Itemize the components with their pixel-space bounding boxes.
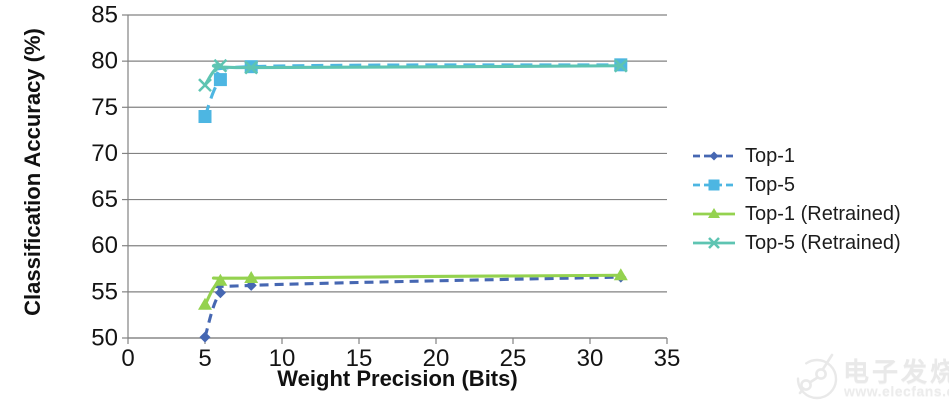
square-marker bbox=[213, 73, 227, 87]
triangle-marker bbox=[198, 297, 212, 310]
x-tick-label: 25 bbox=[500, 345, 527, 372]
diamond-marker bbox=[214, 287, 226, 299]
x-tick-label: 30 bbox=[577, 345, 604, 372]
legend-label: Top-1 bbox=[745, 144, 796, 167]
legend-item-top-1-retrained: Top-1 (Retrained) bbox=[692, 202, 901, 225]
x-axis-title: Weight Precision (Bits) bbox=[277, 366, 518, 391]
y-tick-label: 55 bbox=[91, 278, 118, 305]
legend-label: Top-5 (Retrained) bbox=[745, 231, 901, 254]
x-tick-label: 15 bbox=[346, 345, 373, 372]
series-top-1-retrained bbox=[198, 268, 628, 310]
series-line bbox=[203, 63, 621, 87]
y-axis-title: Classification Accuracy (%) bbox=[20, 28, 45, 316]
diamond-marker bbox=[709, 151, 719, 161]
x-marker bbox=[213, 58, 228, 73]
y-tick-label: 75 bbox=[91, 94, 118, 121]
x-tick-label: 20 bbox=[423, 345, 450, 372]
square-marker bbox=[708, 179, 720, 191]
square-marker bbox=[198, 110, 212, 124]
x-tick-label: 35 bbox=[654, 345, 681, 372]
x-tick-label: 5 bbox=[198, 345, 211, 372]
series-top-5-retrained bbox=[198, 58, 628, 93]
legend-item-top-1: Top-1 bbox=[692, 144, 901, 167]
x-marker bbox=[244, 60, 259, 75]
legend-label: Top-1 (Retrained) bbox=[745, 202, 901, 225]
x-marker bbox=[198, 78, 212, 93]
y-tick-label: 60 bbox=[91, 232, 118, 259]
legend-diamond-swatch bbox=[693, 151, 735, 161]
x-tick-label: 0 bbox=[121, 345, 134, 372]
series-line bbox=[203, 63, 621, 118]
legend-square-swatch bbox=[693, 179, 735, 191]
legend-item-top-5-retrained: Top-5 (Retrained) bbox=[692, 231, 901, 254]
y-tick-label: 80 bbox=[91, 48, 118, 75]
series-top-1 bbox=[199, 271, 627, 343]
y-tick-label: 85 bbox=[91, 2, 118, 29]
legend-label: Top-5 bbox=[745, 173, 796, 196]
x-marker bbox=[708, 237, 720, 249]
triangle-marker bbox=[244, 271, 259, 284]
series-line bbox=[203, 275, 621, 338]
series-line bbox=[203, 273, 621, 306]
x-tick-label: 10 bbox=[269, 345, 296, 372]
y-tick-label: 70 bbox=[91, 140, 118, 167]
y-tick-label: 65 bbox=[91, 186, 118, 213]
legend-triangle-swatch bbox=[693, 208, 735, 218]
triangle-marker bbox=[708, 208, 720, 218]
legend-x-swatch bbox=[693, 237, 735, 249]
y-tick-label: 50 bbox=[91, 325, 118, 352]
legend: Top-1 Top-5 Top-1 (Retrained) Top-5 (Retrai… bbox=[692, 144, 901, 254]
triangle-marker bbox=[613, 268, 628, 281]
diamond-marker bbox=[199, 331, 211, 343]
x-marker bbox=[613, 58, 628, 73]
triangle-marker bbox=[213, 273, 228, 286]
legend-item-top-5: Top-5 bbox=[692, 173, 901, 196]
